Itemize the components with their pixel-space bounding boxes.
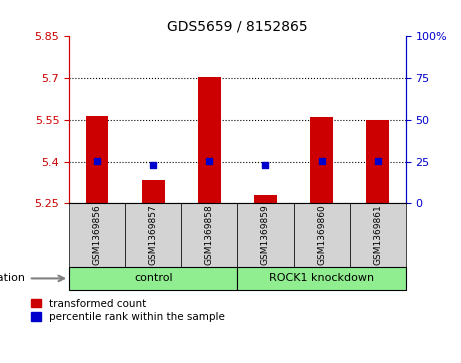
Text: GSM1369856: GSM1369856: [93, 205, 102, 265]
Text: GSM1369859: GSM1369859: [261, 205, 270, 265]
Text: GSM1369857: GSM1369857: [149, 205, 158, 265]
Bar: [349, 203, 406, 267]
Bar: [142, 180, 165, 203]
Bar: [294, 203, 349, 267]
Bar: [69, 203, 125, 267]
Bar: [181, 203, 237, 267]
Text: GSM1369858: GSM1369858: [205, 205, 214, 265]
Bar: [198, 77, 220, 203]
Text: control: control: [134, 273, 172, 284]
Text: genotype/variation: genotype/variation: [0, 273, 25, 284]
Title: GDS5659 / 8152865: GDS5659 / 8152865: [167, 20, 308, 34]
Bar: [125, 203, 181, 267]
Bar: [237, 267, 406, 290]
Text: ROCK1 knockdown: ROCK1 knockdown: [269, 273, 374, 284]
Bar: [254, 195, 277, 203]
Legend: transformed count, percentile rank within the sample: transformed count, percentile rank withi…: [30, 299, 225, 322]
Bar: [366, 120, 389, 203]
Bar: [310, 117, 333, 203]
Bar: [237, 203, 294, 267]
Bar: [69, 267, 237, 290]
Text: GSM1369860: GSM1369860: [317, 205, 326, 265]
Bar: [86, 115, 108, 203]
Text: GSM1369861: GSM1369861: [373, 205, 382, 265]
